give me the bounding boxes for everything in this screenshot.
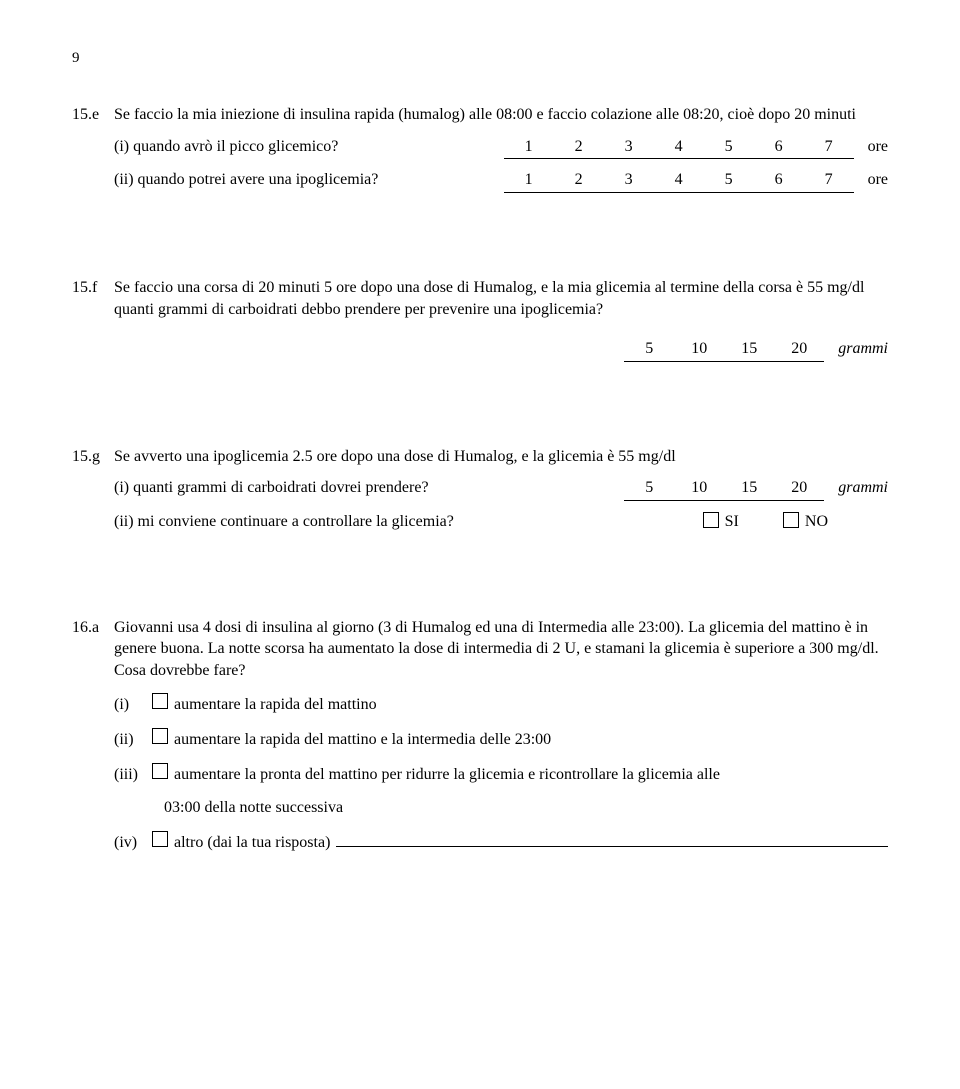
checkbox-icon[interactable] [152,763,168,779]
scale-row-gi[interactable]: 5 10 15 20 grammi [624,477,888,501]
scale-cell[interactable]: 2 [554,136,604,160]
scale-cell[interactable]: 5 [704,169,754,193]
checkbox-no[interactable]: NO [779,511,828,533]
scale-cell[interactable]: 20 [774,477,824,501]
sub-i-label: (i) quanti grammi di carboidrati dovrei … [114,477,429,499]
sub-ii-label: (ii) quando potrei avere una ipoglicemia… [114,169,378,191]
question-15e: 15.e Se faccio la mia iniezione di insul… [72,104,888,193]
scale-cell[interactable]: 5 [704,136,754,160]
checkbox-icon[interactable] [152,693,168,709]
scale-cell[interactable]: 5 [624,477,674,501]
sub-i-label: (i) quando avrò il picco glicemico? [114,136,338,158]
sub-ii-label: (ii) mi conviene continuare a controllar… [114,511,454,533]
scale-row-f[interactable]: 5 10 15 20 grammi [624,338,888,362]
scale-row-i[interactable]: 1 2 3 4 5 6 7 ore [504,136,888,160]
page-number: 9 [72,48,888,68]
question-16a: 16.a Giovanni usa 4 dosi di insulina al … [72,617,888,854]
question-number: 15.f [72,277,114,362]
scale-unit: grammi [838,477,888,499]
scale-cell[interactable]: 1 [504,136,554,160]
question-15f: 15.f Se faccio una corsa di 20 minuti 5 … [72,277,888,362]
question-text: Se faccio una corsa di 20 minuti 5 ore d… [114,277,888,320]
question-text: Giovanni usa 4 dosi di insulina al giorn… [114,617,888,682]
option-text: aumentare la rapida del mattino e la int… [174,729,551,751]
scale-unit: grammi [838,338,888,360]
scale-cell[interactable]: 2 [554,169,604,193]
scale-cell[interactable]: 3 [604,169,654,193]
scale-cell[interactable]: 6 [754,136,804,160]
question-number: 15.g [72,446,114,533]
option-ii[interactable]: (ii) aumentare la rapida del mattino e l… [114,728,888,751]
scale-cell[interactable]: 7 [804,169,854,193]
option-text: aumentare la rapida del mattino [174,694,377,716]
yes-label: SI [725,513,739,530]
fill-blank[interactable] [336,832,888,847]
checkbox-icon[interactable] [152,728,168,744]
question-number: 15.e [72,104,114,193]
option-text: aumentare la pronta del mattino per ridu… [174,764,720,786]
question-15g: 15.g Se avverto una ipoglicemia 2.5 ore … [72,446,888,533]
scale-cell[interactable]: 15 [724,338,774,362]
option-iv[interactable]: (iv) altro (dai la tua risposta) [114,831,888,854]
scale-row-ii[interactable]: 1 2 3 4 5 6 7 ore [504,169,888,193]
scale-cell[interactable]: 4 [654,169,704,193]
option-key: (iii) [114,764,148,786]
option-key: (ii) [114,729,148,751]
scale-cell[interactable]: 20 [774,338,824,362]
question-number: 16.a [72,617,114,854]
checkbox-icon[interactable] [152,831,168,847]
option-iii[interactable]: (iii) aumentare la pronta del mattino pe… [114,763,888,786]
option-text: altro (dai la tua risposta) [174,832,330,854]
option-i[interactable]: (i) aumentare la rapida del mattino [114,693,888,716]
scale-cell[interactable]: 10 [674,338,724,362]
scale-cell[interactable]: 5 [624,338,674,362]
scale-cell[interactable]: 7 [804,136,854,160]
scale-unit: ore [868,169,888,191]
scale-cell[interactable]: 6 [754,169,804,193]
question-text: Se faccio la mia iniezione di insulina r… [114,104,888,126]
checkbox-si[interactable]: SI [699,511,739,533]
scale-cell[interactable]: 3 [604,136,654,160]
option-iii-continuation: 03:00 della notte successiva [164,797,888,819]
no-label: NO [805,513,828,530]
scale-cell[interactable]: 1 [504,169,554,193]
option-key: (iv) [114,832,148,854]
scale-cell[interactable]: 4 [654,136,704,160]
question-text: Se avverto una ipoglicemia 2.5 ore dopo … [114,446,888,468]
scale-cell[interactable]: 10 [674,477,724,501]
scale-cell[interactable]: 15 [724,477,774,501]
scale-unit: ore [868,136,888,158]
option-key: (i) [114,694,148,716]
